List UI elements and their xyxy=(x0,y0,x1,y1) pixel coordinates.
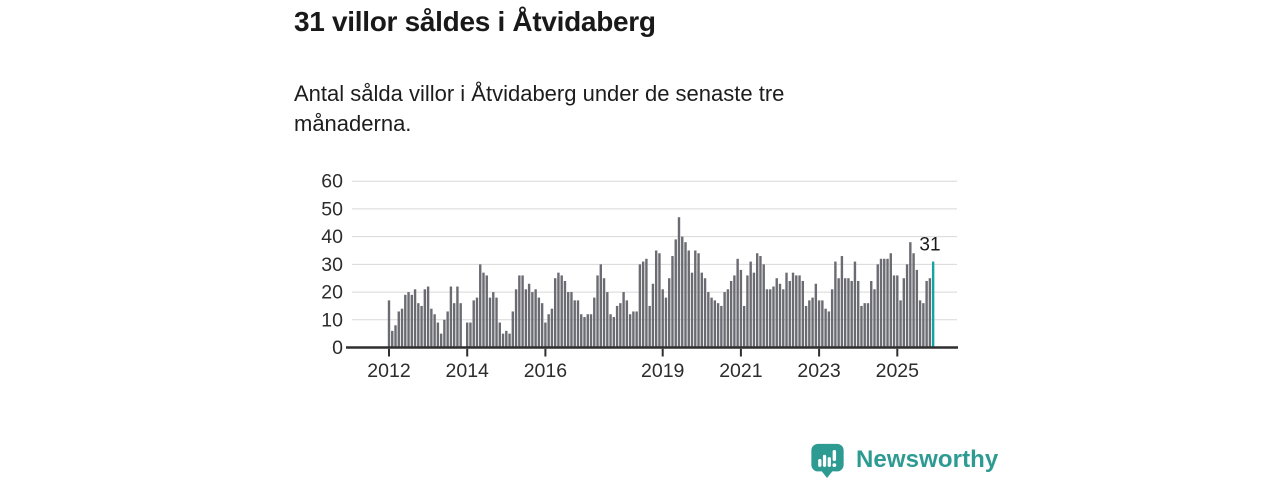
svg-text:2016: 2016 xyxy=(524,360,567,382)
svg-text:2025: 2025 xyxy=(876,360,920,382)
svg-text:60: 60 xyxy=(321,171,343,193)
svg-text:2012: 2012 xyxy=(367,360,410,382)
svg-text:2019: 2019 xyxy=(641,360,684,382)
svg-text:50: 50 xyxy=(321,198,343,220)
svg-text:40: 40 xyxy=(321,226,343,248)
page-title: 31 villor såldes i Åtvidaberg xyxy=(294,6,656,37)
brand-name: Newsworthy xyxy=(856,446,999,473)
newsworthy-logo-icon xyxy=(808,441,847,479)
svg-text:10: 10 xyxy=(321,309,343,331)
svg-text:0: 0 xyxy=(332,337,343,359)
brand-footer: Newsworthy xyxy=(808,441,998,479)
page-subtitle: Antal sålda villor i Åtvidaberg under de… xyxy=(294,81,785,137)
svg-text:2014: 2014 xyxy=(446,360,490,382)
svg-text:31: 31 xyxy=(919,235,940,256)
bar-chart-svg: 0 10 20 30 40 50 60 2012 2014 2016 2019 2021 2023 202… xyxy=(321,171,958,382)
svg-text:30: 30 xyxy=(321,254,343,276)
svg-text:20: 20 xyxy=(321,282,343,304)
svg-text:2023: 2023 xyxy=(797,360,840,382)
svg-text:2021: 2021 xyxy=(719,360,762,382)
